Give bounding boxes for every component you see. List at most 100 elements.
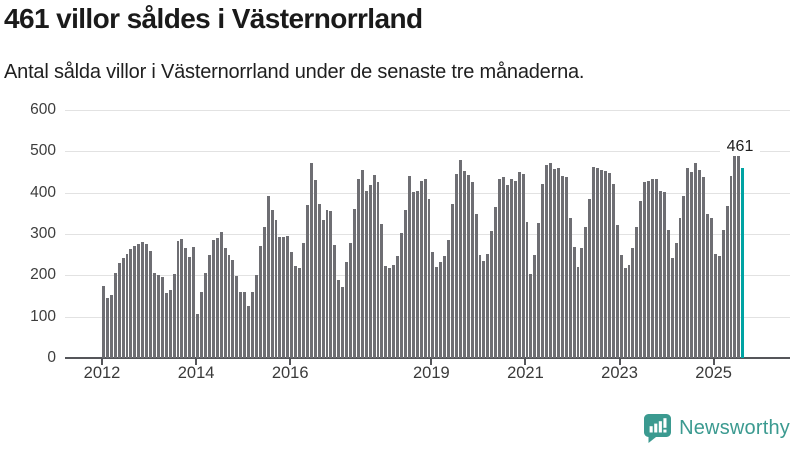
bar (627, 265, 631, 358)
bar (529, 273, 533, 358)
bar (494, 207, 498, 358)
y-tick-label: 400 (30, 183, 56, 201)
bar (141, 241, 145, 358)
bar (635, 226, 639, 358)
bar (478, 254, 482, 358)
bar (317, 204, 321, 358)
bar (435, 267, 439, 358)
bar (674, 243, 678, 358)
bar (678, 217, 682, 358)
bar (576, 266, 580, 358)
y-tick-label: 300 (30, 225, 56, 242)
bar (725, 205, 729, 358)
bar (600, 170, 603, 358)
bar (360, 170, 364, 358)
x-tick (524, 359, 527, 365)
bar (121, 258, 125, 358)
newsworthy-logo: Newsworthy (643, 412, 790, 444)
bar (643, 182, 647, 358)
bar (258, 246, 262, 358)
x-tick-label: 2016 (271, 364, 309, 382)
bar (654, 178, 658, 358)
bar (325, 210, 329, 358)
bar (407, 175, 411, 358)
bar (133, 245, 137, 358)
y-tick-label: 0 (47, 349, 56, 366)
bar (537, 223, 541, 358)
bar (596, 168, 600, 358)
bar (313, 180, 317, 358)
bar (145, 243, 149, 358)
bar (658, 190, 662, 358)
bar (427, 198, 431, 358)
bar (353, 209, 356, 358)
bar (172, 274, 176, 358)
bar (698, 170, 702, 358)
bar (556, 167, 560, 358)
value-annotation: 461 (720, 138, 760, 156)
y-tick-label: 500 (30, 142, 56, 160)
bar (513, 180, 517, 358)
bar (294, 266, 298, 358)
gridline (65, 316, 790, 318)
bar (298, 267, 302, 358)
bar (611, 184, 615, 358)
bar (690, 172, 694, 358)
bar (521, 173, 525, 358)
x-tick (430, 359, 433, 365)
bar (254, 274, 258, 358)
bar (113, 273, 117, 358)
bar (705, 213, 709, 358)
bar (215, 237, 219, 358)
bar (403, 209, 407, 358)
bar (505, 184, 509, 358)
bar (219, 231, 223, 358)
bar (592, 166, 596, 358)
bar (647, 180, 651, 358)
bar (709, 217, 713, 358)
bar (533, 254, 537, 358)
bar (454, 173, 458, 358)
bar (109, 295, 113, 358)
bars (102, 110, 745, 358)
bar (419, 180, 423, 358)
bar (274, 219, 278, 358)
bar (553, 169, 556, 358)
x-tick (195, 359, 198, 365)
x-tick (712, 359, 715, 365)
bar (686, 168, 690, 358)
bar (666, 229, 670, 358)
y-tick-label: 100 (30, 307, 56, 325)
bar (462, 171, 466, 358)
bar (251, 291, 254, 358)
bar (568, 217, 572, 358)
bar (309, 163, 313, 358)
bar (737, 153, 741, 358)
bar (266, 195, 270, 358)
bar (180, 239, 184, 358)
bar (415, 191, 419, 358)
bar (227, 254, 231, 358)
bar (200, 292, 203, 358)
x-tick (618, 359, 621, 365)
bar (117, 262, 121, 358)
bar (411, 192, 415, 358)
bar (192, 246, 196, 358)
bar (247, 306, 251, 358)
bar (282, 237, 286, 358)
bar (588, 198, 592, 358)
bar (721, 229, 725, 358)
gridline (65, 192, 790, 194)
brand-text: Newsworthy (679, 416, 790, 439)
gridline (65, 234, 790, 235)
bar (203, 273, 207, 358)
bar (305, 205, 309, 358)
bar (364, 190, 368, 358)
bar (368, 185, 372, 358)
y-tick-label: 200 (30, 266, 56, 284)
highlighted-bar (741, 167, 745, 358)
bar (380, 223, 384, 358)
bar (278, 236, 282, 358)
